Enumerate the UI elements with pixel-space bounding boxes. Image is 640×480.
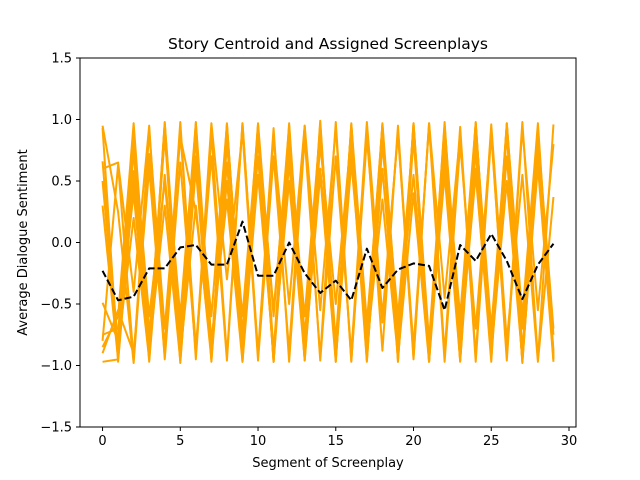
y-tick-label: 0.5: [51, 175, 72, 190]
x-tick-label: 10: [250, 434, 267, 449]
y-axis-title: Average Dialogue Sentiment: [16, 149, 31, 336]
y-tick-label: 0.0: [51, 236, 72, 251]
series-layer: [101, 119, 555, 365]
y-tick-label: −0.5: [40, 298, 72, 313]
x-tick-label: 0: [98, 434, 106, 449]
chart-title: Story Centroid and Assigned Screenplays: [168, 35, 488, 53]
x-tick-label: 25: [483, 434, 500, 449]
x-axis: 0 5 10 15 20 25 30: [98, 427, 577, 449]
y-tick-label: −1.5: [40, 421, 72, 436]
y-tick-label: 1.5: [51, 52, 72, 67]
centroid-line: [101, 220, 555, 312]
x-tick-label: 20: [405, 434, 422, 449]
screenplay-line-12: [102, 122, 555, 365]
y-tick-label: −1.0: [40, 359, 72, 374]
x-tick-label: 15: [328, 434, 345, 449]
x-tick-label: 5: [176, 434, 184, 449]
y-tick-label: 1.0: [51, 113, 72, 128]
x-tick-label: 30: [561, 434, 578, 449]
x-axis-title: Segment of Screenplay: [252, 456, 404, 471]
y-axis: −1.5 −1.0 −0.5 0.0 0.5 1.0 1.5: [40, 52, 80, 436]
centroid-layer: [101, 220, 555, 312]
